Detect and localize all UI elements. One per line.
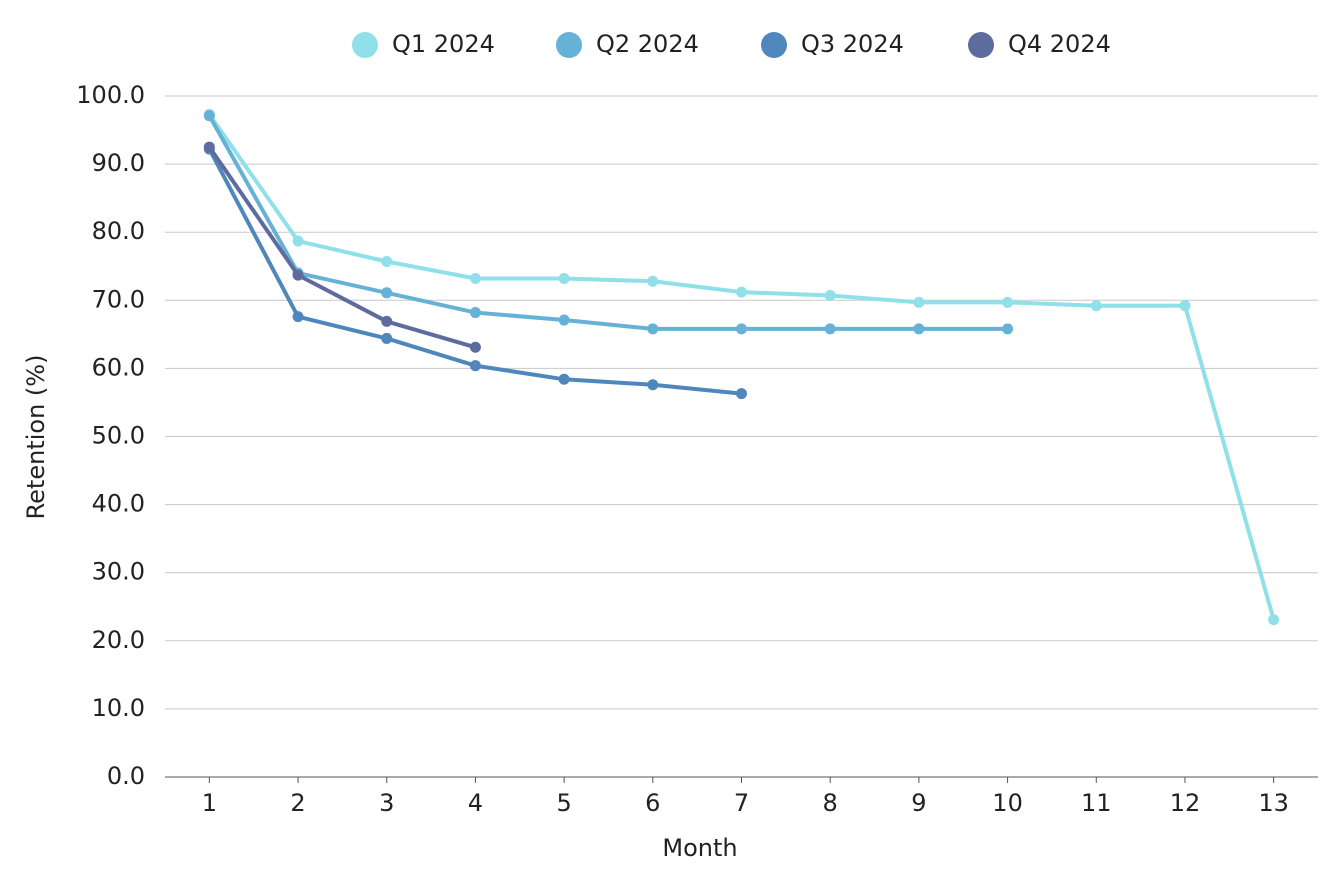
y-tick-label: 0.0 <box>107 762 145 790</box>
y-tick-label: 80.0 <box>92 217 145 245</box>
series-line <box>207 148 742 396</box>
data-point <box>647 323 659 335</box>
y-tick-label: 20.0 <box>92 626 145 654</box>
data-point <box>1002 296 1014 308</box>
x-tick-label: 1 <box>202 789 217 817</box>
data-point <box>1268 614 1280 626</box>
x-tick-label: 4 <box>468 789 483 817</box>
y-tick-label: 60.0 <box>92 353 145 381</box>
legend-label: Q4 2024 <box>1008 30 1111 58</box>
y-tick-label: 30.0 <box>92 558 145 586</box>
legend-marker <box>968 32 994 58</box>
data-point <box>736 388 747 400</box>
data-point <box>381 332 393 344</box>
y-axis-label: Retention (%) <box>22 355 50 520</box>
data-point <box>647 275 659 287</box>
x-tick-label: 2 <box>290 789 305 817</box>
x-tick-label: 9 <box>911 789 926 817</box>
data-point <box>292 269 304 281</box>
legend-label: Q2 2024 <box>596 30 699 58</box>
data-point <box>203 141 215 153</box>
x-tick-label: 13 <box>1258 789 1289 817</box>
data-point <box>913 323 925 335</box>
x-tick-label: 6 <box>645 789 660 817</box>
legend-marker <box>761 32 787 58</box>
data-point <box>203 110 215 122</box>
x-tick-label: 10 <box>992 789 1023 817</box>
data-point <box>647 379 659 391</box>
data-point <box>824 290 836 302</box>
data-point <box>1090 300 1102 312</box>
data-point <box>469 307 481 319</box>
data-point <box>558 314 570 326</box>
y-tick-label: 70.0 <box>92 285 145 313</box>
legend-marker <box>556 32 582 58</box>
series-line <box>207 114 1008 331</box>
x-tick-label: 11 <box>1081 789 1112 817</box>
x-tick-label: 8 <box>823 789 838 817</box>
x-tick-label: 5 <box>556 789 571 817</box>
x-axis-label: Month <box>662 834 737 862</box>
y-tick-label: 10.0 <box>92 694 145 722</box>
data-point <box>292 235 304 247</box>
data-point <box>381 315 393 327</box>
data-point <box>913 296 925 308</box>
data-point <box>469 341 481 353</box>
series-line <box>207 113 1276 621</box>
data-point <box>469 273 481 285</box>
data-point <box>469 360 481 372</box>
data-point <box>736 323 747 335</box>
data-point <box>1002 323 1014 335</box>
data-point <box>381 255 393 267</box>
data-point <box>558 273 570 285</box>
legend-label: Q3 2024 <box>801 30 904 58</box>
data-point <box>1179 300 1191 312</box>
y-tick-label: 100.0 <box>76 81 145 109</box>
data-point <box>736 286 747 298</box>
y-tick-label: 50.0 <box>92 422 145 450</box>
data-point <box>558 373 570 385</box>
legend-marker <box>352 32 378 58</box>
x-tick-label: 3 <box>379 789 394 817</box>
data-point <box>381 287 393 299</box>
x-tick-label: 7 <box>734 789 749 817</box>
data-point <box>292 311 304 323</box>
legend-label: Q1 2024 <box>392 30 495 58</box>
data-point <box>824 323 836 335</box>
y-tick-label: 90.0 <box>92 149 145 177</box>
series-line <box>207 145 476 350</box>
x-tick-label: 12 <box>1170 789 1201 817</box>
y-tick-label: 40.0 <box>92 490 145 518</box>
